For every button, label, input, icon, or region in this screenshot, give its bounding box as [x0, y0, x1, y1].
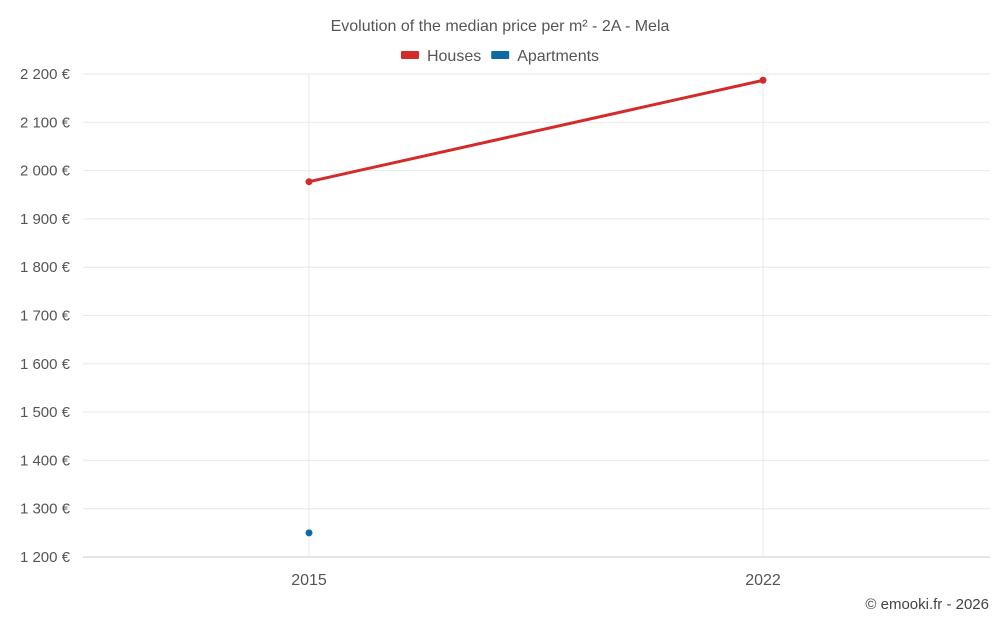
data-point-apartments — [305, 529, 313, 537]
y-tick-label: 2 000 € — [20, 163, 71, 180]
legend: Houses Apartments — [400, 48, 599, 65]
series-layer — [305, 76, 767, 537]
credit-text: © emooki.fr - 2026 — [865, 596, 989, 613]
y-tick-label: 1 800 € — [20, 259, 71, 276]
data-point-houses — [305, 178, 313, 186]
y-tick-label: 2 200 € — [20, 66, 71, 83]
legend-item-houses: Houses — [400, 48, 481, 65]
y-axis-ticks: 1 200 € 1 300 € 1 400 € 1 500 € 1 600 € 1 700… — [20, 66, 71, 566]
legend-label-apartments: Apartments — [517, 48, 599, 65]
x-axis-ticks: 2015 2022 — [291, 572, 781, 589]
x-tick-label: 2022 — [745, 572, 781, 589]
chart-title: Evolution of the median price per m² - 2… — [331, 18, 670, 35]
y-tick-label: 1 700 € — [20, 308, 71, 325]
legend-label-houses: Houses — [427, 48, 481, 65]
y-tick-label: 1 400 € — [20, 452, 71, 469]
x-tick-label: 2015 — [291, 572, 327, 589]
grid-lines — [83, 73, 990, 558]
y-tick-label: 2 100 € — [20, 114, 71, 131]
y-tick-label: 1 500 € — [20, 404, 71, 421]
y-tick-label: 1 300 € — [20, 501, 71, 518]
y-tick-label: 1 600 € — [20, 356, 71, 373]
data-point-houses — [759, 76, 767, 84]
legend-item-apartments: Apartments — [491, 48, 599, 65]
y-tick-label: 1 200 € — [20, 549, 71, 566]
legend-swatch-houses — [400, 51, 419, 59]
legend-swatch-apartments — [491, 51, 510, 59]
series-line-houses — [307, 78, 765, 184]
y-tick-label: 1 900 € — [20, 211, 71, 228]
